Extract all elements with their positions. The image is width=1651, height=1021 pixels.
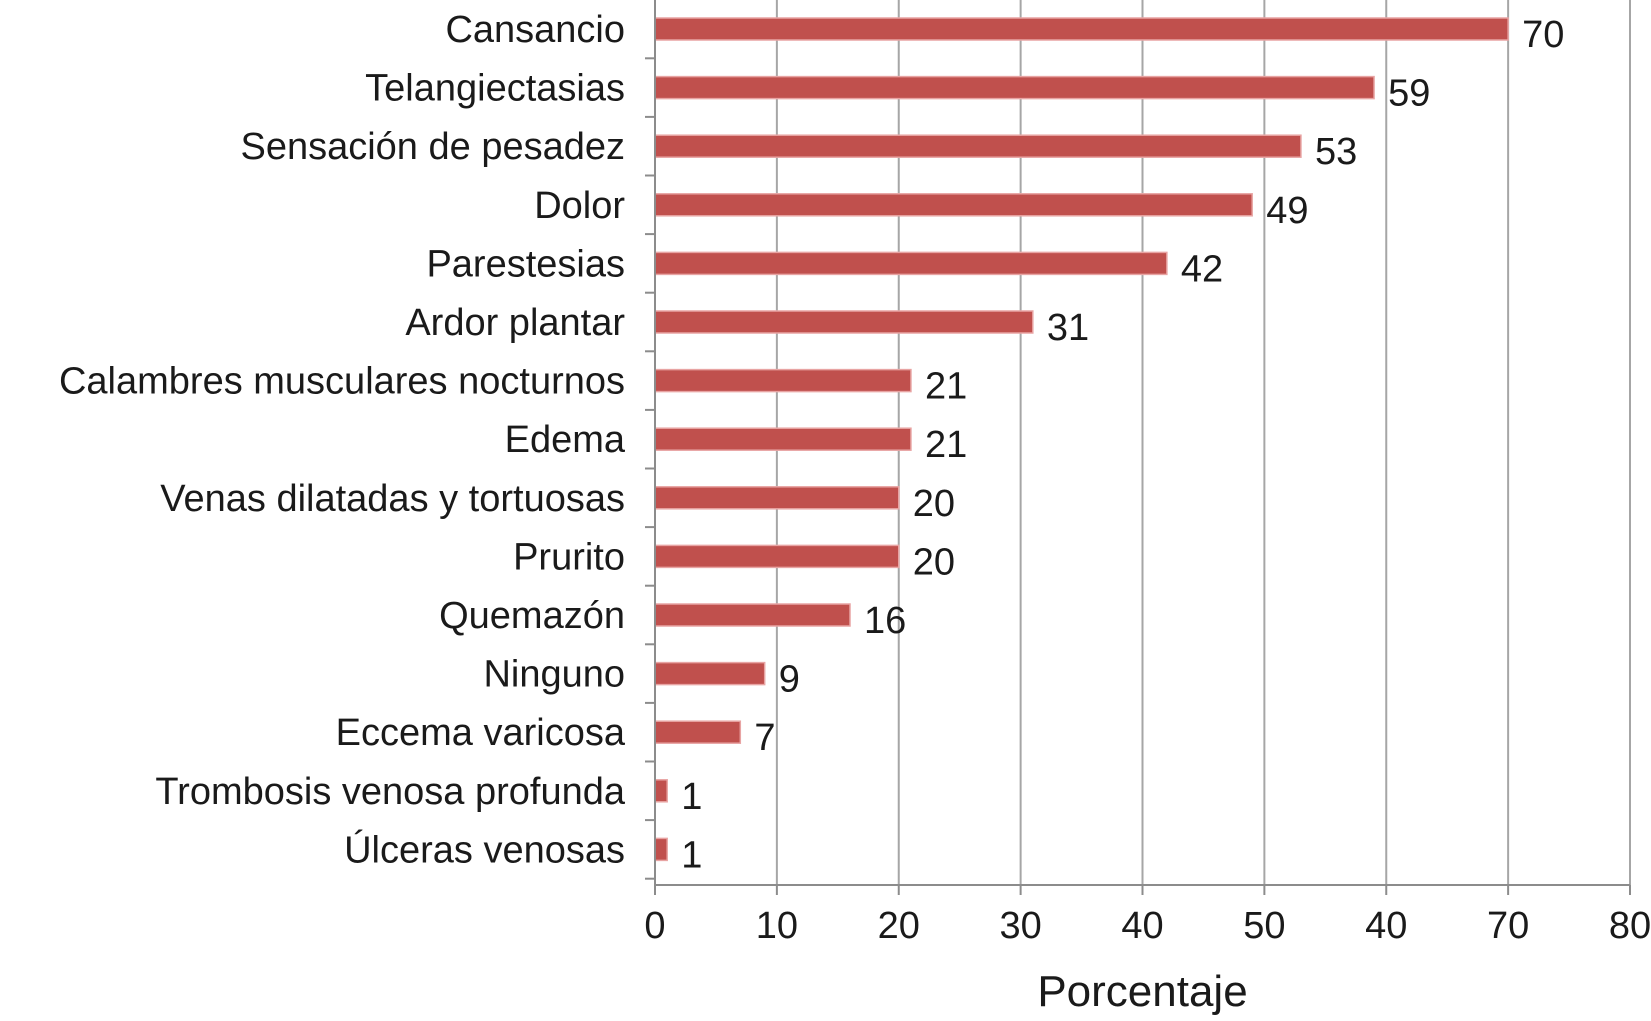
category-label: Eccema varicosa (336, 712, 626, 754)
x-tick-label: 40 (1365, 905, 1407, 947)
category-label: Telangiectasias (365, 68, 625, 110)
bar (654, 310, 1034, 334)
x-tick-label: 20 (878, 905, 920, 947)
data-label: 9 (779, 659, 800, 701)
x-axis-title: Porcentaje (1037, 967, 1247, 1016)
bar (654, 17, 1509, 41)
x-tick-label: 40 (1121, 905, 1163, 947)
bar (654, 368, 912, 393)
category-label: Úlceras venosas (344, 828, 625, 871)
bar (654, 75, 1375, 100)
category-label: Quemazón (439, 595, 625, 637)
category-label: Edema (505, 419, 626, 461)
bars (654, 17, 1509, 862)
data-label: 16 (864, 600, 906, 642)
bar (654, 603, 851, 627)
category-label: Trombosis venosa profunda (155, 771, 625, 813)
bar (654, 427, 912, 451)
category-label: Parestesias (426, 243, 625, 285)
x-tick-label: 30 (999, 905, 1041, 947)
data-label: 49 (1266, 190, 1308, 232)
category-label: Sensación de pesadez (240, 126, 625, 168)
x-tick-label: 70 (1487, 905, 1529, 947)
data-label: 1 (681, 776, 702, 818)
data-label: 1 (681, 834, 702, 876)
x-tick-label: 50 (1243, 905, 1285, 947)
bar (654, 193, 1253, 217)
bar (654, 251, 1168, 276)
data-label: 20 (913, 541, 955, 583)
category-label: Venas dilatadas y tortuosas (160, 478, 625, 520)
x-tick-label: 80 (1609, 905, 1651, 947)
bar (654, 134, 1302, 158)
data-label: 53 (1315, 131, 1357, 173)
category-label: Prurito (513, 536, 625, 578)
data-label: 20 (913, 483, 955, 525)
category-label: Ardor plantar (405, 302, 625, 344)
data-label: 59 (1388, 73, 1430, 115)
data-label: 70 (1522, 14, 1564, 56)
bar (654, 779, 668, 803)
category-label: Cansancio (445, 9, 625, 51)
bar (654, 837, 668, 862)
data-label: 21 (925, 424, 967, 466)
axes (645, 0, 1631, 895)
data-label: 42 (1181, 248, 1223, 290)
bar (654, 720, 742, 744)
category-label: Calambres musculares nocturnos (59, 361, 625, 403)
category-label: Dolor (534, 185, 625, 227)
labels: 0 10 20 30 40 50 40 70 80 Cansancio 70 Telangiectas… (59, 9, 1651, 947)
category-label: Ninguno (483, 654, 625, 696)
data-label: 31 (1047, 307, 1089, 349)
bar (654, 661, 766, 686)
data-label: 21 (925, 366, 967, 408)
data-label: 7 (754, 717, 775, 759)
x-tick-label: 10 (756, 905, 798, 947)
bar (654, 544, 900, 569)
bar (654, 486, 900, 510)
x-tick-label: 0 (644, 905, 665, 947)
